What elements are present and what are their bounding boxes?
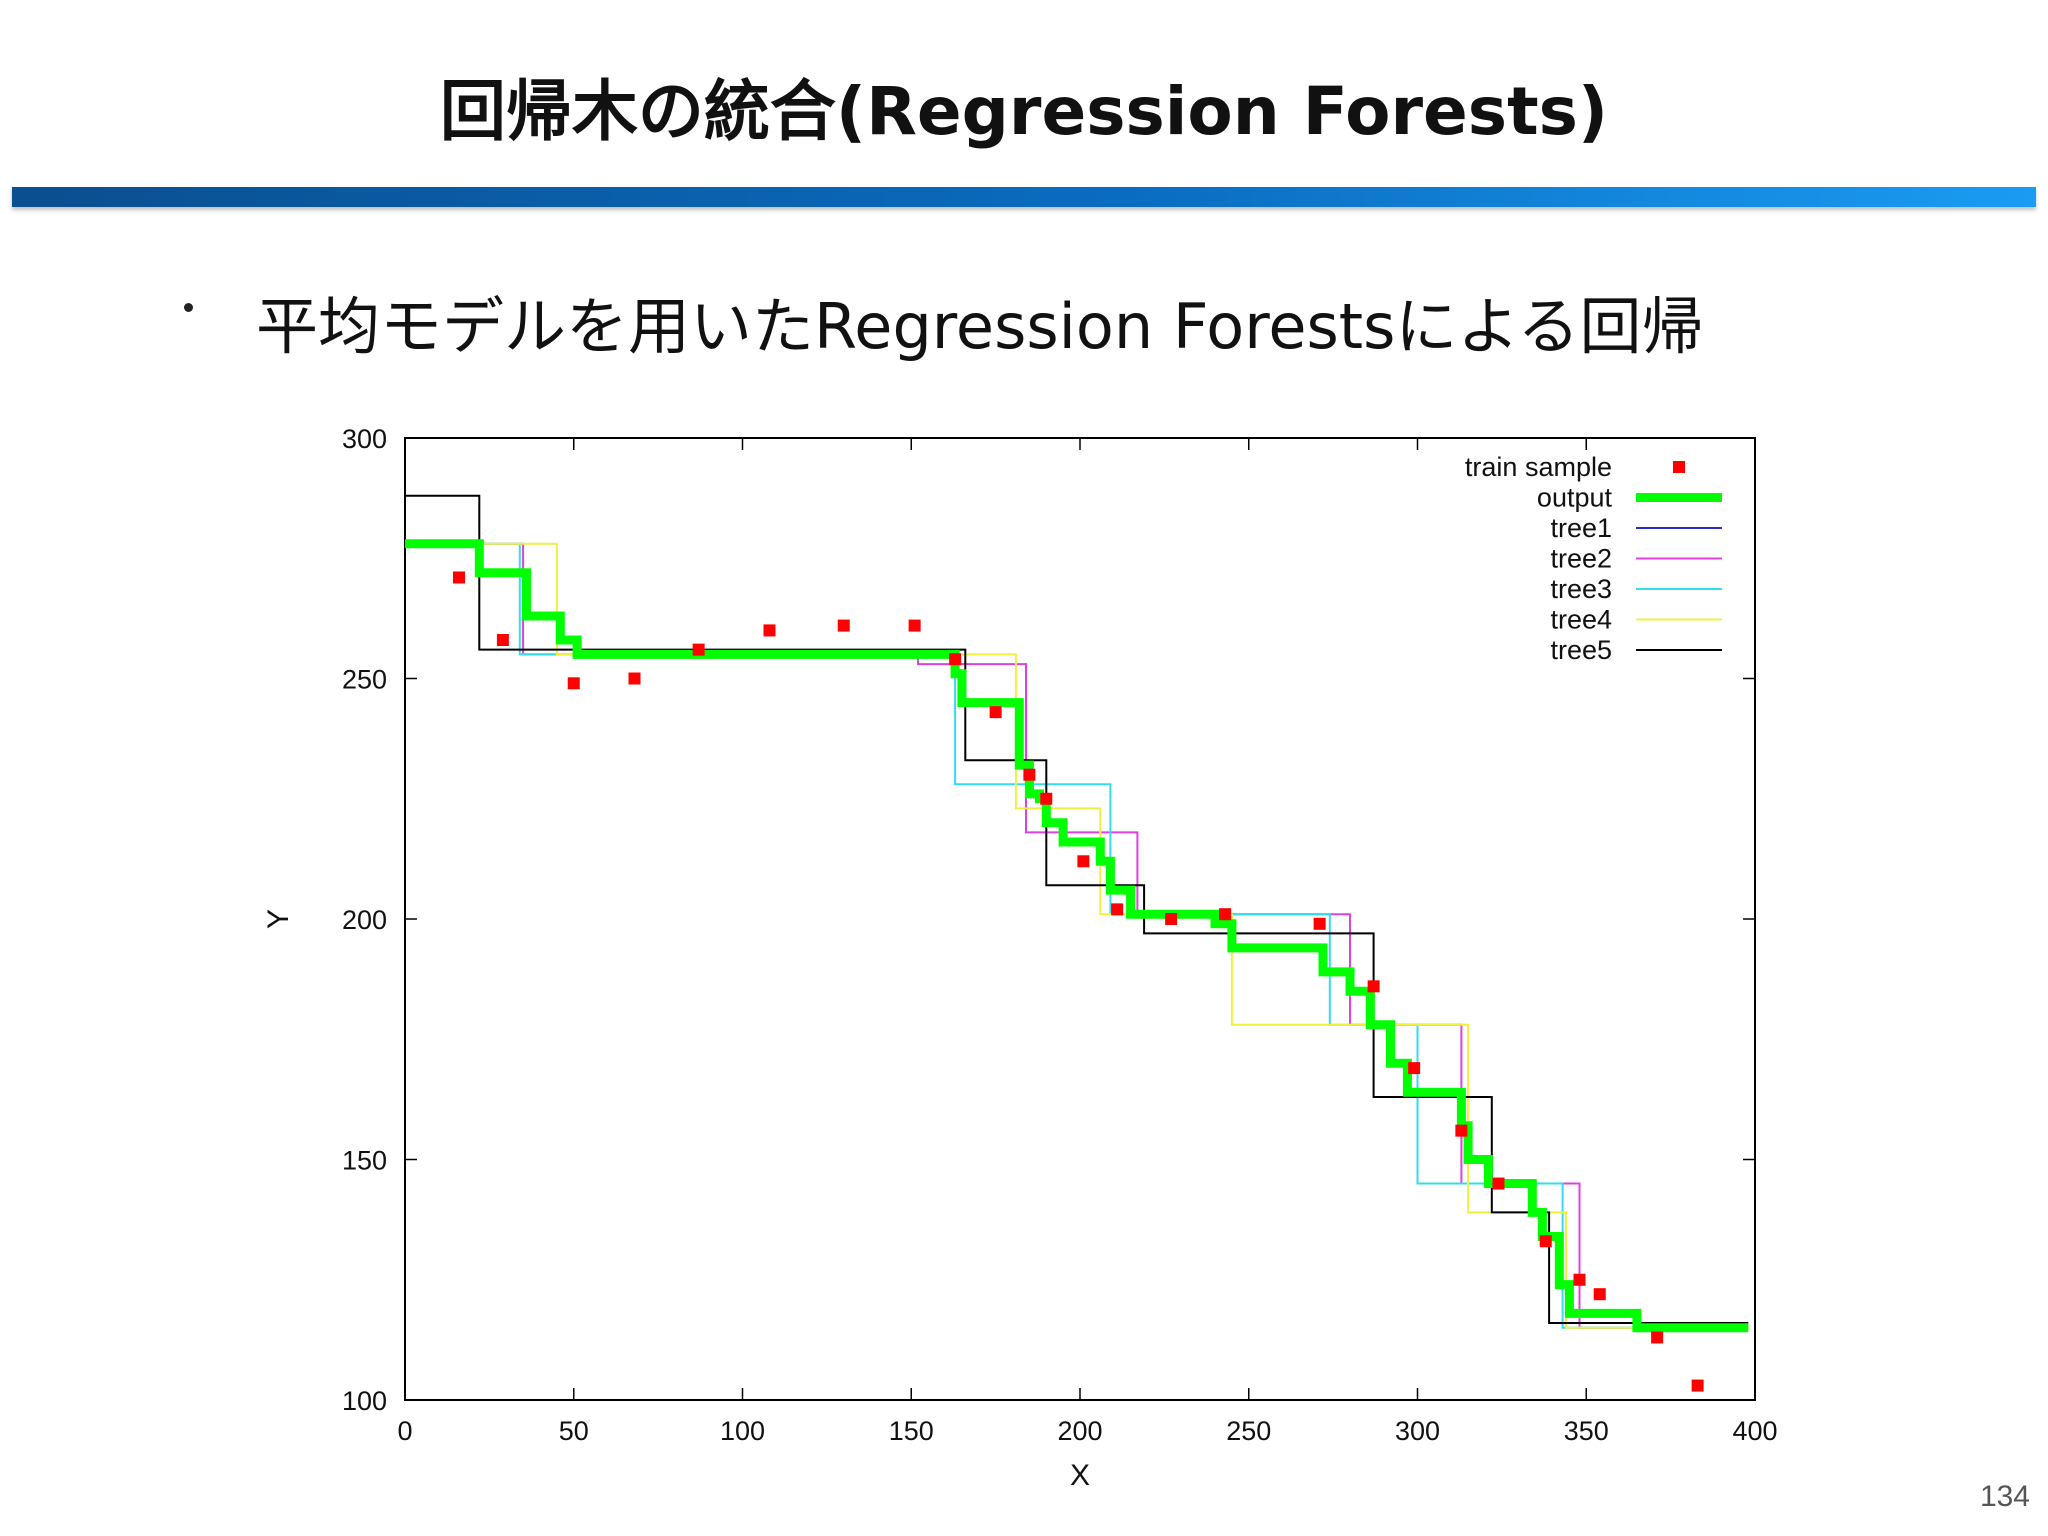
legend-label-train-sample: train sample <box>1465 452 1612 482</box>
series-line-tree5 <box>405 494 1749 1324</box>
train-sample-point <box>1023 768 1036 781</box>
train-sample-point <box>496 634 509 647</box>
slide-title: 回帰木の統合(Regression Forests) <box>439 73 1609 150</box>
train-sample-point <box>453 571 465 584</box>
x-tick-label: 0 <box>397 1416 412 1446</box>
legend-label-tree3: tree3 <box>1550 574 1612 604</box>
x-tick-label: 150 <box>889 1416 934 1446</box>
page-number: 134 <box>1979 1480 2030 1513</box>
train-sample-point <box>837 619 850 632</box>
bullet-dot <box>184 303 193 312</box>
legend-label-output: output <box>1537 483 1613 513</box>
x-tick-label: 200 <box>1057 1416 1102 1446</box>
train-sample-point <box>1408 1062 1421 1075</box>
train-sample-point <box>1539 1235 1552 1248</box>
train-sample-point <box>1367 980 1380 993</box>
y-tick-label: 150 <box>342 1146 387 1176</box>
train-sample-point <box>949 653 962 666</box>
train-sample-point <box>1165 913 1178 925</box>
series-lines <box>405 494 1749 1333</box>
train-sample-point <box>1455 1124 1468 1137</box>
legend-marker-train-sample <box>1673 461 1685 473</box>
train-sample-point <box>1077 855 1090 868</box>
train-sample-point <box>1691 1379 1704 1392</box>
x-tick-label: 300 <box>1395 1416 1440 1446</box>
legend-label-tree4: tree4 <box>1550 605 1612 635</box>
y-axis-title: Y <box>262 909 295 929</box>
train-sample-point <box>908 619 921 632</box>
x-axis-title: X <box>1070 1459 1090 1492</box>
legend-label-tree2: tree2 <box>1550 544 1612 574</box>
legend-label-tree1: tree1 <box>1550 513 1612 543</box>
train-sample-point <box>989 706 1002 719</box>
train-sample-point <box>1492 1177 1505 1190</box>
axis-ticks <box>405 438 1755 1400</box>
title-underline-bar <box>12 187 2036 207</box>
train-sample-point <box>1651 1331 1664 1344</box>
train-sample-point <box>567 677 580 690</box>
train-sample-point <box>692 643 705 656</box>
train-sample-point <box>1313 917 1326 930</box>
y-tick-label: 100 <box>342 1386 387 1416</box>
train-sample-point <box>1573 1273 1586 1286</box>
y-tick-label: 200 <box>342 905 387 935</box>
x-tick-label: 50 <box>559 1416 589 1446</box>
axis-tick-labels: 0 50 100 150 200 250 300 350 400 100 150 200 250 300 <box>342 424 1778 1446</box>
train-sample-point <box>628 672 641 685</box>
x-tick-label: 100 <box>720 1416 765 1446</box>
legend-label-tree5: tree5 <box>1550 635 1612 665</box>
train-sample-point <box>1593 1288 1606 1301</box>
train-sample-point <box>1219 908 1232 921</box>
x-tick-label: 350 <box>1564 1416 1609 1446</box>
series-line-output <box>405 539 1749 1333</box>
x-tick-label: 400 <box>1732 1416 1777 1446</box>
series-points <box>453 571 1704 1392</box>
train-sample-point <box>763 624 776 637</box>
legend: train sampleoutputtree1tree2tree3tree4tr… <box>1465 452 1722 665</box>
y-tick-label: 250 <box>342 665 387 695</box>
train-sample-point <box>1111 903 1124 916</box>
x-tick-label: 250 <box>1226 1416 1271 1446</box>
train-sample-point <box>1040 792 1053 805</box>
y-tick-label: 300 <box>342 424 387 454</box>
bullet-text: 平均モデルを用いたRegression Forestsによる回帰 <box>256 290 1704 363</box>
